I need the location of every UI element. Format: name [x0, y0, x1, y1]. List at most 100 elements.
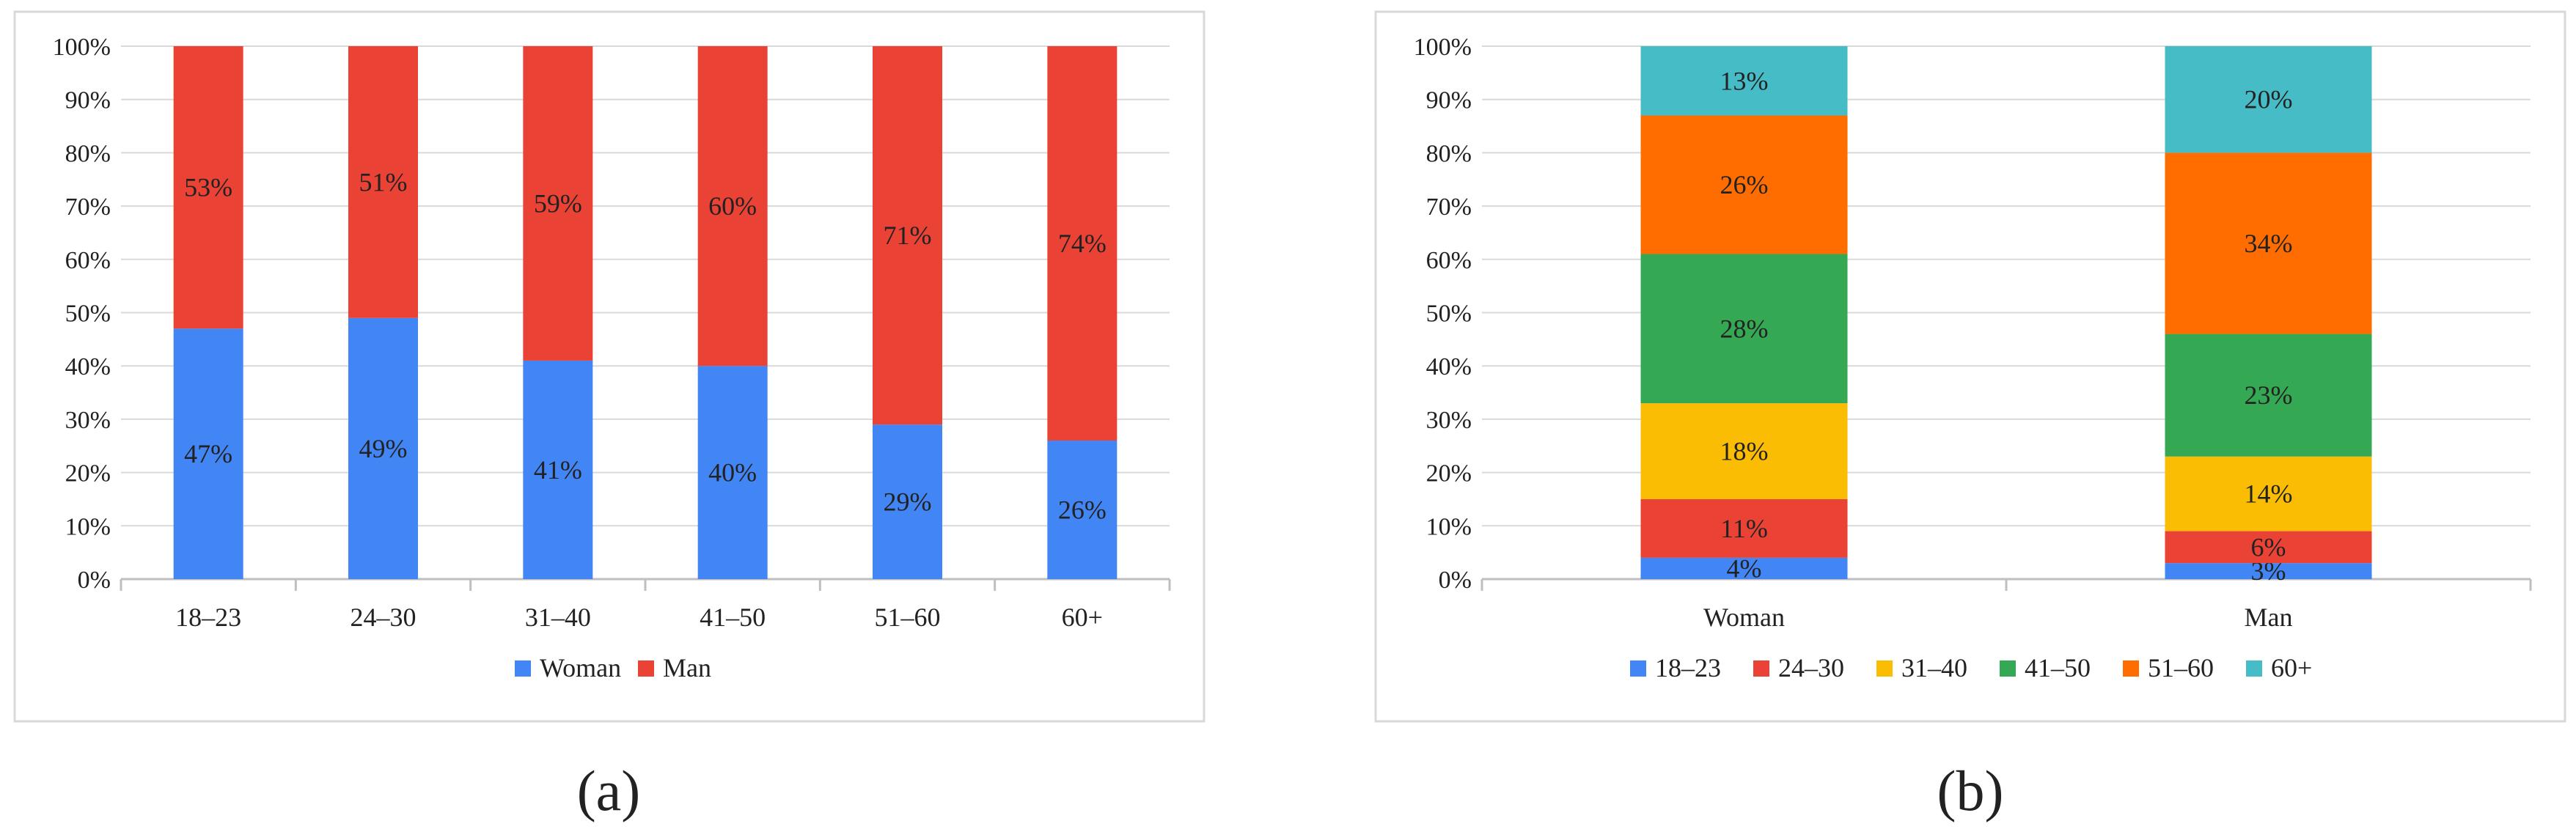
chart-a-x-tick-label: 18–23	[175, 603, 241, 632]
chart-b-y-tick-label: 60%	[1426, 247, 1472, 274]
chart-b-bar-woman-18-23	[1640, 557, 1848, 579]
chart-b-y-tick-label: 90%	[1426, 87, 1472, 114]
chart-b-data-label: 20%	[2245, 85, 2293, 114]
chart-b-x-tick-label: Woman	[1703, 603, 1785, 632]
chart-b-legend-swatch-18-23	[1630, 660, 1646, 677]
chart-b-legend-label-31-40: 31–40	[1901, 653, 1967, 682]
chart-b-y-tick-label: 100%	[1414, 34, 1472, 61]
chart-b-bar-man-24-30	[2165, 531, 2372, 564]
chart-a-bar-31-40-woman	[523, 360, 593, 579]
chart-b-data-label: 34%	[2245, 229, 2293, 258]
chart-a-data-label: 49%	[359, 434, 408, 463]
chart-b-data-label: 6%	[2251, 532, 2286, 562]
chart-b-bar-man-60	[2165, 46, 2372, 153]
chart-a-y-tick-label: 50%	[65, 301, 111, 328]
chart-a-bar-41-50-man	[697, 46, 768, 367]
chart-a-bar-24-30-woman	[348, 317, 418, 579]
chart-a-data-label: 74%	[1058, 229, 1107, 258]
chart-a-data-label: 26%	[1058, 495, 1107, 524]
panel-label-a: (a)	[577, 759, 641, 822]
chart-a-data-label: 41%	[534, 455, 582, 485]
chart-b-y-tick-label: 40%	[1426, 353, 1472, 380]
chart-a-bar-24-30-man	[348, 46, 418, 318]
chart-b-legend-swatch-51-60	[2123, 660, 2139, 677]
chart-b-bar-man-31-40	[2165, 456, 2372, 531]
chart-b-legend-swatch-60	[2246, 660, 2262, 677]
chart-a: 0% 10% 20% 30% 40% 50% 60% 70% 80% 90% 100% 47% 53% 1…	[13, 10, 1206, 723]
chart-a-y-tick-label: 70%	[65, 194, 111, 221]
chart-a-x-tick-label: 51–60	[875, 603, 941, 632]
chart-a-legend-swatch-man	[638, 660, 654, 677]
chart-a-data-label: 71%	[884, 221, 932, 250]
chart-a-x-tick-label: 31–40	[525, 603, 591, 632]
chart-b-data-label: 18%	[1720, 437, 1769, 466]
chart-a-bar-51-60-woman	[873, 424, 942, 579]
chart-a-x-tick-label: 24–30	[351, 603, 417, 632]
panel-label-b: (b)	[1937, 759, 2004, 822]
chart-a-legend-label-man: Man	[663, 653, 711, 682]
chart-b-bar-woman-51-60	[1640, 115, 1848, 254]
chart-b-y-tick-label: 70%	[1426, 194, 1472, 221]
chart-a-y-tick-label: 40%	[65, 353, 111, 380]
chart-a-x-tick-label: 41–50	[700, 603, 766, 632]
chart-b-y-tick-label: 10%	[1426, 513, 1472, 540]
chart-a-bar-51-60-man	[873, 46, 942, 425]
chart-a-y-tick-label: 10%	[65, 513, 111, 540]
chart-b-bar-woman-24-30	[1640, 498, 1848, 558]
chart-b-legend-label-41-50: 41–50	[2025, 653, 2091, 682]
chart-b: 0% 10% 20% 30% 40% 50% 60% 70% 80% 90% 100% 4% 11% 18…	[1374, 10, 2566, 723]
chart-a-bar-60-man	[1047, 46, 1118, 441]
chart-b-data-label: 14%	[2245, 479, 2293, 509]
chart-a-data-label: 29%	[884, 487, 932, 517]
chart-a-data-label: 40%	[708, 458, 757, 487]
chart-b-legend-swatch-31-40	[1876, 660, 1893, 677]
chart-b-legend: 18–23 24–30 31–40 41–50 51–60 60+	[1630, 653, 2312, 682]
chart-a-y-tick-label: 30%	[65, 407, 111, 434]
chart-a-y-tick-label: 20%	[65, 460, 111, 487]
chart-b-y-tick-label: 50%	[1426, 301, 1472, 328]
chart-b-data-label: 28%	[1720, 314, 1769, 343]
chart-a-data-label: 60%	[708, 191, 757, 221]
chart-b-y-tick-label: 30%	[1426, 407, 1472, 434]
chart-b-legend-label-60: 60+	[2271, 653, 2312, 682]
chart-b-legend-swatch-41-50	[2000, 660, 2016, 677]
chart-b-data-label: 13%	[1720, 66, 1769, 95]
chart-a-bar-60-woman	[1047, 440, 1118, 579]
chart-b-bar-man-51-60	[2165, 152, 2372, 334]
chart-a-bar-41-50-woman	[697, 366, 768, 579]
chart-b-bar-man-18-23	[2165, 563, 2372, 579]
chart-b-bar-woman-60	[1640, 46, 1848, 116]
chart-a-y-tick-label: 100%	[53, 34, 111, 61]
chart-b-y-tick-label: 80%	[1426, 140, 1472, 167]
chart-b-legend-label-51-60: 51–60	[2148, 653, 2214, 682]
chart-b-data-label: 11%	[1720, 514, 1768, 543]
chart-b-legend-label-18-23: 18–23	[1655, 653, 1721, 682]
chart-a-bar-18-23-woman	[173, 328, 243, 579]
chart-a-x-tick-label: 60+	[1062, 603, 1103, 632]
chart-a-legend-swatch-woman	[515, 660, 531, 677]
chart-b-legend-swatch-24-30	[1753, 660, 1769, 677]
chart-a-data-label: 59%	[534, 188, 582, 218]
chart-b-bar-woman-41-50	[1640, 254, 1848, 404]
chart-a-bar-18-23-man	[173, 46, 243, 329]
chart-a-legend: Woman Man	[515, 653, 711, 682]
chart-b-x-tick-label: Man	[2245, 603, 2293, 632]
chart-a-y-tick-label: 60%	[65, 247, 111, 274]
chart-b-data-label: 26%	[1720, 170, 1769, 199]
chart-b-legend-label-24-30: 24–30	[1778, 653, 1844, 682]
chart-a-y-tick-label: 0%	[78, 567, 111, 594]
chart-a-legend-label-woman: Woman	[540, 653, 621, 682]
chart-a-data-label: 51%	[359, 167, 408, 196]
chart-a-y-tick-label: 80%	[65, 140, 111, 167]
chart-a-bar-31-40-man	[523, 46, 593, 361]
chart-b-bar-woman-31-40	[1640, 403, 1848, 499]
chart-a-data-label: 53%	[184, 173, 232, 202]
chart-a-y-tick-label: 90%	[65, 87, 111, 114]
chart-b-data-label: 4%	[1727, 553, 1762, 583]
chart-b-y-tick-label: 20%	[1426, 460, 1472, 487]
chart-b-data-label: 23%	[2245, 380, 2293, 410]
chart-b-y-tick-label: 0%	[1439, 567, 1472, 594]
chart-a-data-label: 47%	[184, 439, 232, 468]
chart-b-bar-man-41-50	[2165, 334, 2372, 457]
